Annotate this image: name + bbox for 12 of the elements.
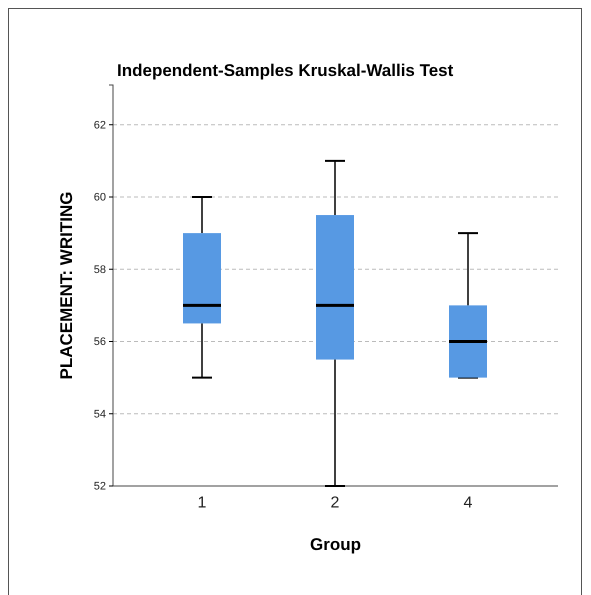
y-tick-label: 56 [94, 336, 106, 348]
x-axis-title: Group [310, 535, 361, 554]
y-axis-title: PLACEMENT: WRITING [57, 192, 76, 380]
x-tick-label: 2 [330, 494, 340, 512]
y-tick-label: 54 [94, 408, 106, 420]
x-tick-label: 4 [464, 494, 473, 512]
chart-title: Independent-Samples Kruskal-Wallis Test [117, 61, 454, 80]
y-tick-label: 52 [94, 480, 106, 493]
y-tick-label: 60 [94, 192, 106, 204]
y-tick-label: 62 [94, 119, 106, 132]
x-tick-label: 1 [198, 494, 207, 512]
y-tick-label: 58 [94, 264, 106, 276]
